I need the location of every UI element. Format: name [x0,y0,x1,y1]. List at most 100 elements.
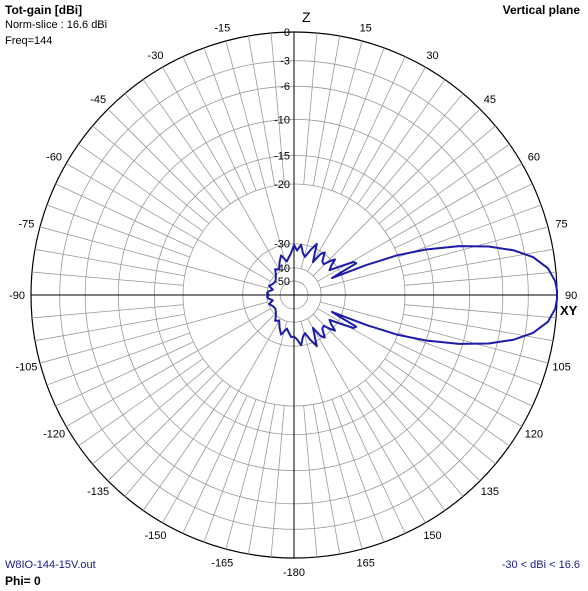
grid-spoke [203,399,257,543]
file-name-label: W8IO-144-15V.out [5,559,96,571]
grid-spoke [55,341,194,407]
grid-spoke [46,204,190,258]
grid-spoke [365,93,464,211]
grid-spoke [357,79,446,205]
grid-spoke [78,143,204,232]
grid-spoke [203,47,257,191]
grid-spoke [307,67,426,272]
grid-spoke [124,93,223,211]
grid-spoke [34,248,185,277]
angle-label: 90 [565,290,577,302]
angle-label: -90 [9,290,25,302]
angle-label: 165 [357,558,375,570]
grid-spoke [55,183,194,249]
grid-spoke [162,318,281,523]
grid-spoke [312,313,481,482]
grid-spoke [312,404,341,555]
radial-tick-label: -20 [274,179,290,191]
radial-tick-label: 0 [284,27,290,39]
grid-spoke [225,321,288,550]
angle-label: -120 [43,429,65,441]
grid-spoke [394,183,533,249]
angle-label: 135 [481,486,499,498]
dbi-range-label: -30 < dBi < 16.6 [501,559,580,571]
plane-label: Vertical plane [502,3,580,17]
grid-spoke [34,313,185,342]
angle-label: -75 [18,218,34,230]
grid-spoke [384,358,510,447]
radial-tick-label: -3 [280,56,290,68]
grid-spoke [225,40,288,269]
angle-label: 75 [555,218,567,230]
main-axes [31,32,557,558]
angle-spokes [31,32,557,558]
radial-tick-label: -30 [274,239,290,251]
grid-spoke [404,271,557,286]
norm-slice-label: Norm-slice : 16.6 dBi [5,19,108,31]
phi-label: Phi= 0 [5,574,41,588]
angle-label: -45 [90,94,106,106]
grid-spoke [303,32,318,185]
radial-tick-label: -10 [274,114,290,126]
angle-label: 120 [525,429,543,441]
grid-spoke [312,108,481,277]
grid-spoke [66,163,271,282]
grid-spoke [182,56,248,195]
grid-spoke [403,248,554,277]
radial-tick-labels: 0 -3 -6 -10 -15 -20 -30 -40-50 [274,27,290,288]
angle-labels: 153045607590105120135150165-180-165-150-… [9,22,577,579]
radial-tick-label: -6 [280,81,290,93]
angle-label: -150 [144,530,166,542]
grid-spoke [300,40,363,269]
grid-spoke [331,399,385,543]
grid-spoke [378,125,496,224]
angle-label: -60 [46,152,62,164]
grid-spoke [247,35,276,186]
radial-tick-label: -15 [274,150,290,162]
pattern-series-line [266,242,558,348]
grid-spoke [78,358,204,447]
grid-spoke [378,366,496,465]
grid-spoke [46,332,190,386]
grid-spoke [394,341,533,407]
angle-label: 45 [484,94,496,106]
grid-spoke [340,56,406,195]
grid-spoke [39,226,268,289]
xy-axis-label: XY [560,303,578,318]
radial-tick-label: -50 [274,276,290,288]
angle-label: 15 [360,22,372,34]
grid-spoke [307,318,426,523]
grid-spoke [142,385,231,511]
grid-spoke [142,79,231,205]
radiation-pattern [266,242,558,348]
grid-spoke [398,204,542,258]
angle-label: 150 [423,530,441,542]
grid-spoke [92,366,210,465]
grid-spoke [92,125,210,224]
grid-spoke [162,67,281,272]
grid-spoke [331,47,385,191]
radial-tick-label: -40 [274,263,290,275]
grid-spoke [124,379,223,497]
angle-label: -180 [283,567,305,579]
z-axis-label: Z [302,9,311,25]
grid-spoke [270,32,285,185]
angle-label: -105 [15,362,37,374]
frequency-label: Freq=144 [5,35,53,47]
grid-spoke [340,395,406,534]
grid-spoke [107,313,276,482]
grid-spoke [31,271,184,286]
angle-label: 60 [528,152,540,164]
angle-label: 30 [426,50,438,62]
grid-spoke [404,304,557,319]
angle-label: -30 [148,50,164,62]
grid-spoke [365,379,464,497]
grid-spoke [107,108,276,277]
grid-spoke [357,385,446,511]
chart-title: Tot-gain [dBi] [5,3,83,17]
grid-spoke [303,405,318,558]
grid-spoke [39,301,268,364]
grid-spoke [320,301,549,364]
grid-spoke [320,226,549,289]
